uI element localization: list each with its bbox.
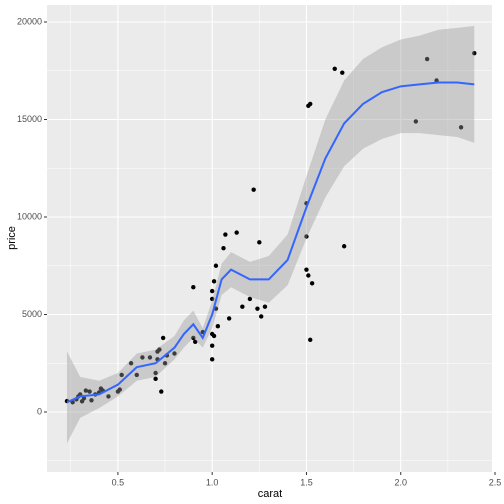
point bbox=[211, 279, 217, 284]
point bbox=[209, 357, 215, 362]
point bbox=[81, 396, 87, 401]
point bbox=[234, 230, 239, 235]
point bbox=[209, 288, 215, 294]
point bbox=[87, 389, 92, 394]
confidence-band bbox=[66, 25, 475, 444]
point bbox=[341, 244, 347, 249]
y-tick-label: 5000 bbox=[22, 309, 42, 319]
point bbox=[160, 335, 166, 341]
point bbox=[172, 351, 177, 356]
point bbox=[162, 361, 168, 366]
x-tick-label: 0.5 bbox=[112, 477, 125, 487]
point bbox=[215, 324, 221, 329]
point bbox=[209, 296, 215, 302]
point bbox=[259, 314, 264, 319]
point bbox=[340, 70, 345, 75]
point bbox=[308, 101, 313, 107]
point bbox=[221, 246, 226, 251]
x-tick-label: 1.5 bbox=[300, 477, 313, 487]
y-tick-label: 0 bbox=[37, 406, 42, 416]
point bbox=[209, 343, 215, 348]
point bbox=[309, 281, 315, 286]
point bbox=[255, 306, 260, 311]
point bbox=[193, 339, 198, 344]
x-tick-label: 1.0 bbox=[206, 477, 219, 487]
point bbox=[157, 347, 162, 352]
point bbox=[159, 389, 164, 394]
smooth-line bbox=[66, 81, 475, 404]
point bbox=[211, 333, 217, 339]
point bbox=[191, 285, 196, 290]
point bbox=[240, 304, 245, 309]
point bbox=[424, 56, 430, 62]
point bbox=[413, 119, 419, 124]
point bbox=[472, 51, 477, 56]
x-tick-label: 2.0 bbox=[394, 477, 407, 487]
point bbox=[251, 187, 256, 192]
point bbox=[128, 361, 134, 366]
point bbox=[119, 372, 124, 378]
point bbox=[247, 296, 253, 302]
point bbox=[106, 394, 111, 399]
point bbox=[140, 355, 145, 360]
x-axis-title: carat bbox=[258, 488, 282, 500]
y-tick-label: 20000 bbox=[17, 16, 42, 26]
point bbox=[213, 263, 219, 268]
point bbox=[257, 240, 262, 245]
panel bbox=[47, 5, 492, 472]
point bbox=[332, 66, 337, 72]
point bbox=[117, 387, 122, 392]
point bbox=[458, 125, 464, 130]
point bbox=[147, 355, 153, 360]
point bbox=[262, 304, 268, 309]
point bbox=[308, 337, 313, 343]
point bbox=[83, 388, 89, 393]
point bbox=[89, 398, 94, 403]
point bbox=[304, 267, 309, 272]
y-axis-title: price bbox=[6, 226, 18, 250]
point bbox=[223, 232, 228, 237]
point bbox=[153, 376, 158, 382]
point bbox=[134, 372, 139, 378]
y-tick-label: 10000 bbox=[17, 211, 42, 221]
x-tick-label: 2.5 bbox=[489, 477, 502, 487]
point bbox=[226, 316, 232, 321]
point bbox=[153, 370, 158, 376]
point bbox=[191, 335, 196, 341]
point bbox=[304, 234, 309, 239]
y-tick-label: 15000 bbox=[17, 114, 42, 124]
point bbox=[306, 273, 311, 278]
